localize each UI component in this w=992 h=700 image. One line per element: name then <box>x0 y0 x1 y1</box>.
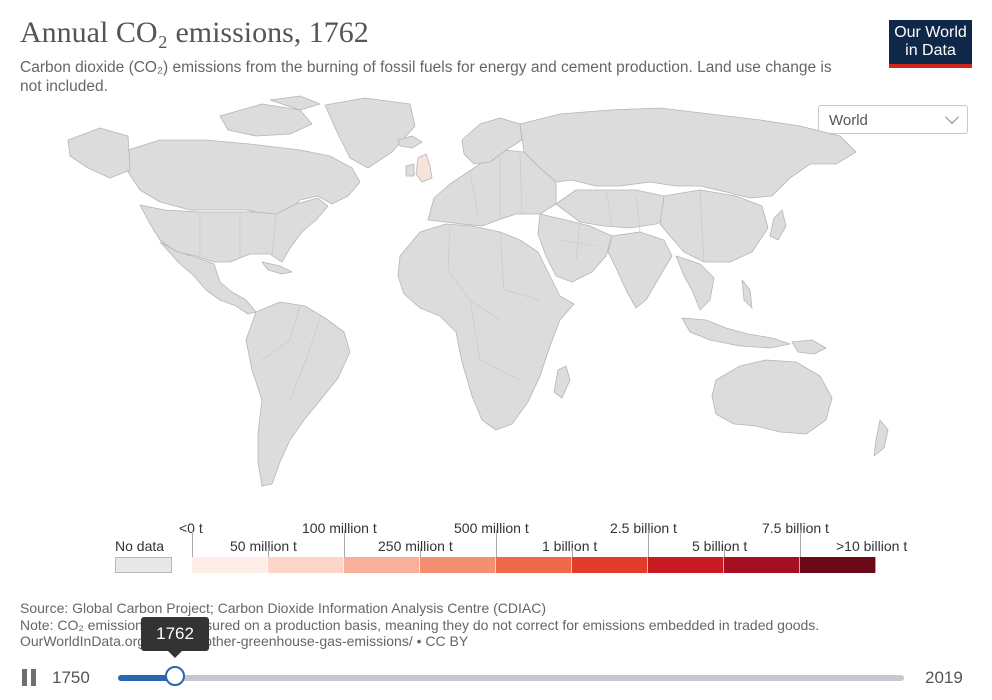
timeline-handle[interactable] <box>165 666 186 686</box>
chart-title: Annual CO₂ emissions, 1762 <box>20 16 369 49</box>
owid-logo[interactable]: Our World in Data <box>889 20 972 68</box>
legend-label-top-2: 500 million t <box>454 520 529 536</box>
legend-label-top-1: 100 million t <box>302 520 377 536</box>
legend-bin-1[interactable] <box>268 557 344 573</box>
map-region-southeast-asia[interactable] <box>675 255 715 311</box>
map-region-caribbean[interactable] <box>261 261 293 275</box>
chart-subtitle: Carbon dioxide (CO₂) emissions from the … <box>20 59 832 95</box>
url-text[interactable]: OurWorldInData.org/co2-and-other-greenho… <box>20 633 469 649</box>
region-select[interactable]: World <box>818 105 968 134</box>
legend-bin-0[interactable] <box>192 557 268 573</box>
chart-footer: Source: Global Carbon Project; Carbon Di… <box>20 600 920 650</box>
legend-bin-2[interactable] <box>344 557 420 573</box>
map-region-greenland[interactable] <box>324 97 416 169</box>
legend-no-data-label: No data <box>115 538 165 554</box>
map-region-philippines[interactable] <box>741 279 753 309</box>
map-region-iceland[interactable] <box>397 135 423 149</box>
logo-line-2: in Data <box>905 42 956 59</box>
legend-label-top-4: 7.5 billion t <box>762 520 829 536</box>
map-region-uk[interactable] <box>415 153 433 183</box>
legend-bin-5[interactable] <box>572 557 648 573</box>
legend-bin-7[interactable] <box>724 557 800 573</box>
map-region-india[interactable] <box>607 231 673 309</box>
legend-bin-3[interactable] <box>420 557 496 573</box>
legend-color-bins <box>192 557 876 573</box>
legend-bin-8[interactable] <box>800 557 876 573</box>
legend-bin-6[interactable] <box>648 557 724 573</box>
map-region-south-america[interactable] <box>245 301 351 487</box>
timeline-track[interactable] <box>118 675 904 681</box>
region-select-value: World <box>829 112 868 129</box>
world-map[interactable] <box>0 95 992 515</box>
legend-label-bottom-4: >10 billion t <box>836 538 908 554</box>
note-text: Note: CO₂ emissions are measured on a pr… <box>20 616 820 633</box>
map-region-middle-east[interactable] <box>537 213 613 283</box>
map-region-japan[interactable] <box>769 209 787 241</box>
map-region-china[interactable] <box>659 189 769 263</box>
timeline-track-fill <box>118 675 176 681</box>
legend-no-data-swatch[interactable] <box>115 557 172 573</box>
map-region-new-zealand[interactable] <box>873 419 889 457</box>
timeline-start-year: 1750 <box>52 668 90 687</box>
map-region-ireland[interactable] <box>405 163 415 177</box>
map-region-papua[interactable] <box>791 339 827 355</box>
map-region-scandinavia[interactable] <box>461 117 523 165</box>
source-text: Source: Global Carbon Project; Carbon Di… <box>20 600 547 616</box>
timeline-current-year-tooltip: 1762 <box>141 617 210 658</box>
legend-bin-4[interactable] <box>496 557 572 573</box>
legend-label-top-3: 2.5 billion t <box>610 520 677 536</box>
legend-label-bottom-2: 1 billion t <box>542 538 598 554</box>
map-region-alaska[interactable] <box>67 127 131 179</box>
timeline-end-year: 2019 <box>925 668 963 687</box>
map-region-arctic-islands[interactable] <box>219 95 321 137</box>
pause-icon[interactable] <box>22 669 36 686</box>
map-region-indonesia[interactable] <box>681 317 791 349</box>
legend-label-bottom-3: 5 billion t <box>692 538 748 554</box>
legend-label-bottom-0: 50 million t <box>230 538 297 554</box>
logo-line-1: Our World <box>894 24 967 41</box>
map-region-russia[interactable] <box>519 107 857 199</box>
map-region-canada[interactable] <box>127 139 361 215</box>
map-region-australia[interactable] <box>711 359 833 435</box>
legend-label-bottom-1: 250 million t <box>378 538 453 554</box>
map-region-madagascar[interactable] <box>553 365 571 399</box>
legend-label-top-0: <0 t <box>179 520 203 536</box>
